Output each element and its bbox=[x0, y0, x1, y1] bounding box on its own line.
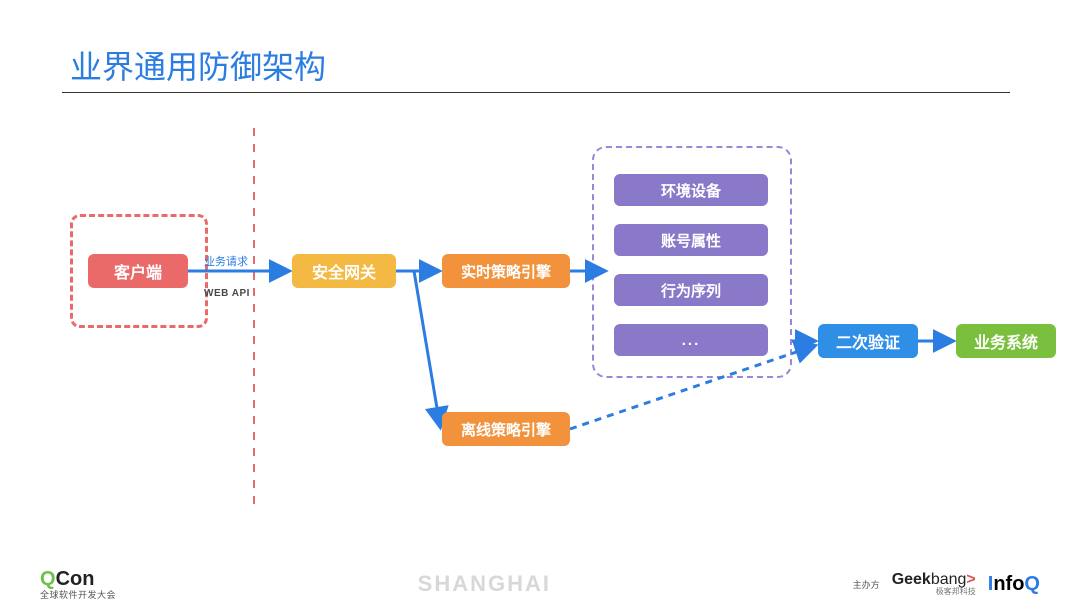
slide-title: 业界通用防御架构 bbox=[70, 42, 326, 88]
label-web-api: WEB API bbox=[204, 288, 250, 299]
node-business-system: 业务系统 bbox=[956, 324, 1056, 358]
logo-infoq: InfoQ bbox=[988, 573, 1040, 596]
node-client: 客户端 bbox=[88, 254, 188, 288]
node-env-device: 环境设备 bbox=[614, 174, 768, 206]
title-underline bbox=[62, 92, 1010, 93]
logo-geekbang: Geekbang> 极客邦科技 bbox=[892, 572, 976, 596]
node-behavior-seq: 行为序列 bbox=[614, 274, 768, 306]
host-label: 主办方 bbox=[853, 578, 880, 591]
slide-canvas: { "title": { "text": "业界通用防御架构", "color"… bbox=[0, 0, 1080, 608]
node-secondary-verify: 二次验证 bbox=[818, 324, 918, 358]
qcon-subtitle: 全球软件开发大会 bbox=[40, 591, 116, 600]
node-more: ... bbox=[614, 324, 768, 356]
node-offline-engine: 离线策略引擎 bbox=[442, 412, 570, 446]
node-account-attr: 账号属性 bbox=[614, 224, 768, 256]
logo-qcon: QCon 全球软件开发大会 bbox=[40, 569, 116, 600]
footer-sponsors: 主办方 Geekbang> 极客邦科技 InfoQ bbox=[853, 572, 1040, 596]
node-realtime-engine: 实时策略引擎 bbox=[442, 254, 570, 288]
footer-location: SHANGHAI bbox=[418, 571, 551, 597]
label-biz-request: 业务请求 bbox=[204, 253, 248, 269]
footer-bar: QCon 全球软件开发大会 SHANGHAI 主办方 Geekbang> 极客邦… bbox=[0, 560, 1080, 608]
edge-gateway-offline bbox=[396, 271, 440, 426]
node-gateway: 安全网关 bbox=[292, 254, 396, 288]
